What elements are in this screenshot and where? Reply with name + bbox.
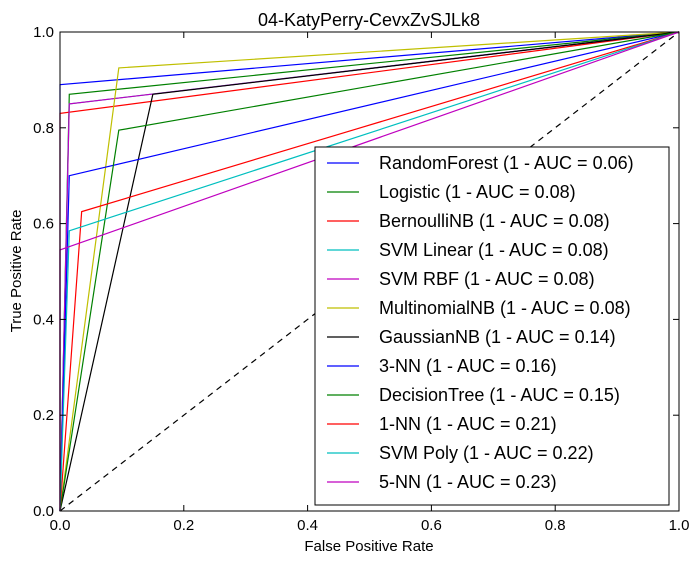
legend-label-9: 1-NN (1 - AUC = 0.21) bbox=[379, 414, 557, 434]
plot-frame bbox=[59, 31, 680, 512]
legend-box bbox=[314, 146, 670, 506]
legend-label-7: 3-NN (1 - AUC = 0.16) bbox=[379, 356, 557, 376]
plot-lines bbox=[59, 31, 680, 512]
legend-label-0: RandomForest (1 - AUC = 0.06) bbox=[379, 153, 634, 173]
y-tick-label-1: 0.2 bbox=[33, 407, 54, 424]
series-line-8 bbox=[59, 31, 680, 512]
chart-title: 04-KatyPerry-CevxZvSJLk8 bbox=[258, 10, 480, 30]
y-tick-label-0: 0.0 bbox=[33, 503, 54, 520]
legend-label-1: Logistic (1 - AUC = 0.08) bbox=[379, 182, 576, 202]
legend-label-3: SVM Linear (1 - AUC = 0.08) bbox=[379, 240, 609, 260]
series-line-7 bbox=[59, 31, 680, 512]
legend-label-2: BernoulliNB (1 - AUC = 0.08) bbox=[379, 211, 610, 231]
y-axis-label: True Positive Rate bbox=[8, 210, 25, 333]
x-tick-label-0: 0.0 bbox=[50, 517, 71, 534]
x-tick-label-5: 1.0 bbox=[669, 517, 690, 534]
x-tick-label-3: 0.6 bbox=[421, 517, 442, 534]
series-line-5 bbox=[59, 31, 680, 512]
x-tick-label-4: 0.8 bbox=[545, 517, 566, 534]
legend-label-8: DecisionTree (1 - AUC = 0.15) bbox=[379, 385, 620, 405]
series-line-10 bbox=[59, 31, 680, 512]
y-tick-label-3: 0.6 bbox=[33, 216, 54, 233]
x-tick-label-1: 0.2 bbox=[173, 517, 194, 534]
y-tick-label-5: 1.0 bbox=[33, 24, 54, 41]
chance-line bbox=[59, 31, 680, 512]
legend: RandomForest (1 - AUC = 0.06) Logistic (1… bbox=[314, 146, 670, 506]
x-tick-label-2: 0.4 bbox=[297, 517, 318, 534]
series-line-6 bbox=[59, 31, 680, 512]
legend-label-10: SVM Poly (1 - AUC = 0.22) bbox=[379, 443, 594, 463]
legend-label-5: MultinomialNB (1 - AUC = 0.08) bbox=[379, 298, 631, 318]
y-tick-label-2: 0.4 bbox=[33, 311, 54, 328]
ticks: 0.0 0.2 0.4 0.6 0.8 1.0 0.0 0.2 0.4 0.6 0.8 1.0 bbox=[33, 24, 689, 534]
legend-label-4: SVM RBF (1 - AUC = 0.08) bbox=[379, 269, 595, 289]
x-axis-label: False Positive Rate bbox=[304, 538, 433, 555]
legend-label-11: 5-NN (1 - AUC = 0.23) bbox=[379, 472, 557, 492]
series-line-9 bbox=[59, 31, 680, 512]
y-tick-label-4: 0.8 bbox=[33, 120, 54, 137]
legend-label-6: GaussianNB (1 - AUC = 0.14) bbox=[379, 327, 616, 347]
